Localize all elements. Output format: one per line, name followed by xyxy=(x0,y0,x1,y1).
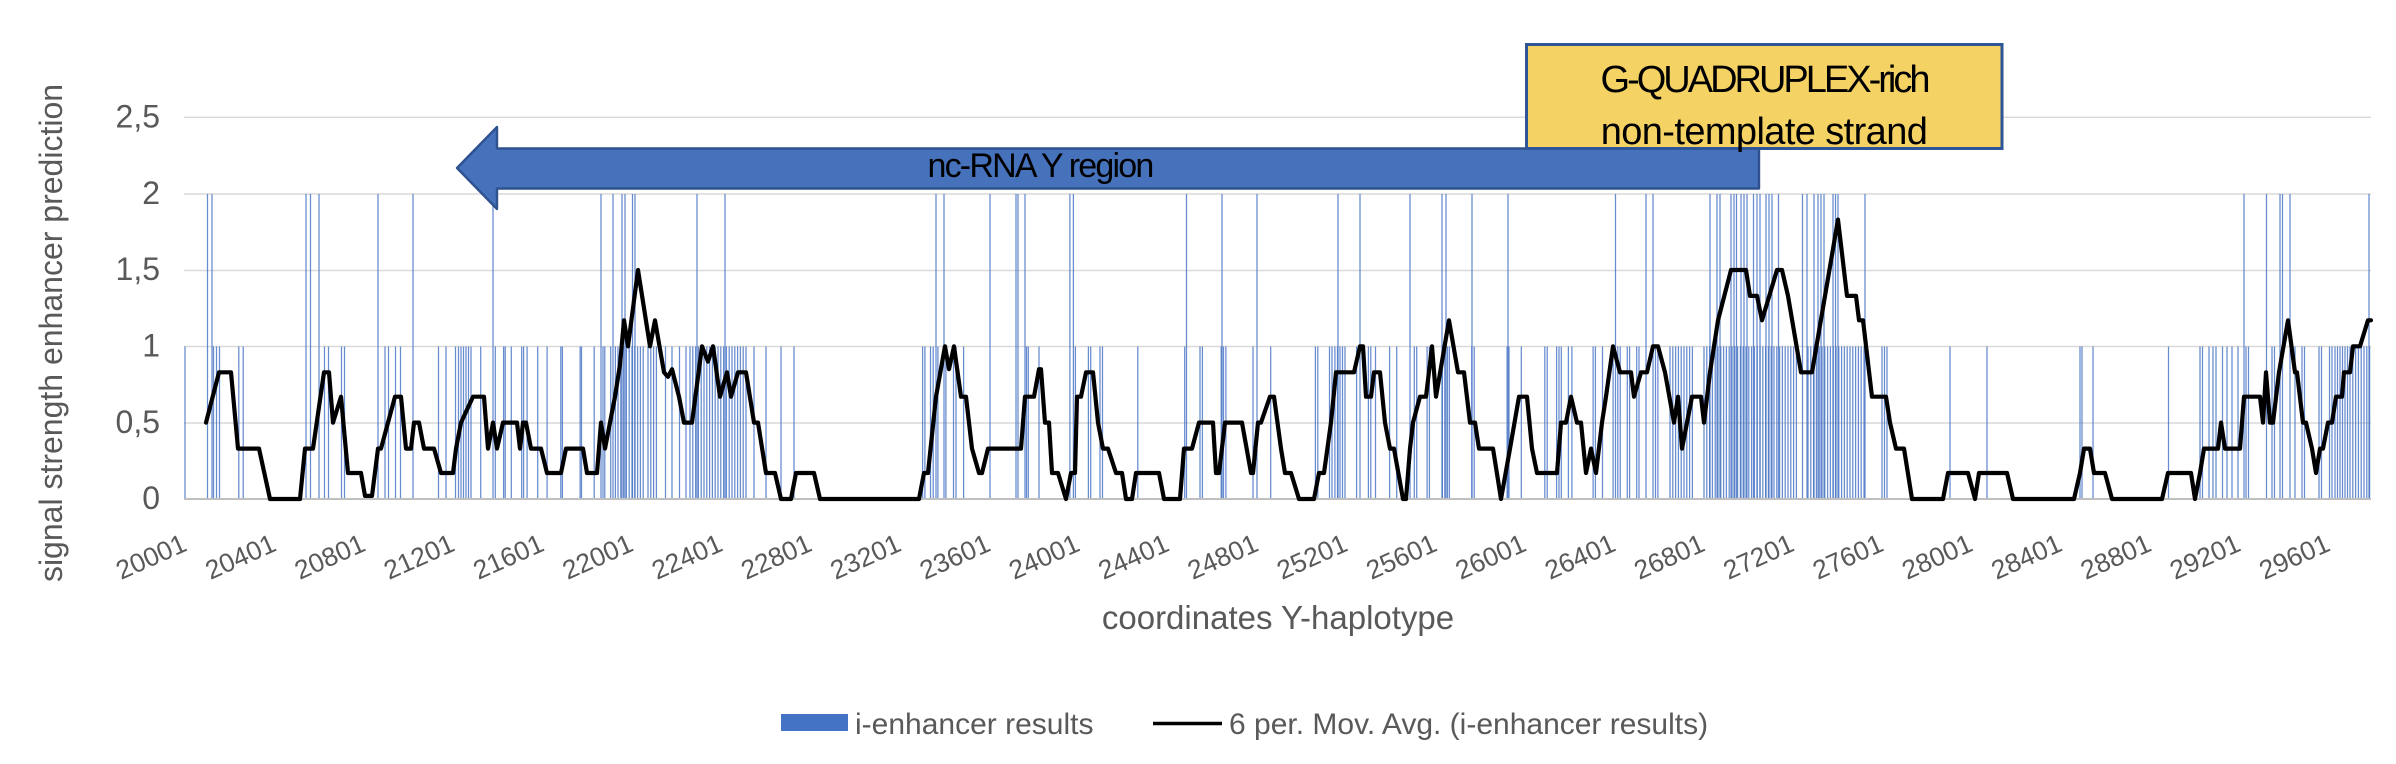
svg-text:2: 2 xyxy=(142,175,160,211)
svg-text:signal strength enhancer predi: signal strength enhancer prediction xyxy=(33,84,69,582)
svg-text:nc-RNA Y region: nc-RNA Y region xyxy=(928,147,1153,185)
svg-text:i-enhancer results: i-enhancer results xyxy=(855,708,1093,741)
svg-text:6 per. Mov. Avg. (i-enhancer r: 6 per. Mov. Avg. (i-enhancer results) xyxy=(1229,708,1708,741)
svg-text:0,5: 0,5 xyxy=(116,404,160,440)
svg-text:0: 0 xyxy=(142,480,160,516)
svg-text:2,5: 2,5 xyxy=(116,99,160,135)
svg-text:coordinates Y-haplotype: coordinates Y-haplotype xyxy=(1102,599,1454,636)
svg-text:non-template strand: non-template strand xyxy=(1601,111,1928,153)
svg-text:G-QUADRUPLEX-rich: G-QUADRUPLEX-rich xyxy=(1601,59,1929,101)
svg-text:1: 1 xyxy=(142,328,160,364)
svg-text:1,5: 1,5 xyxy=(116,251,160,287)
